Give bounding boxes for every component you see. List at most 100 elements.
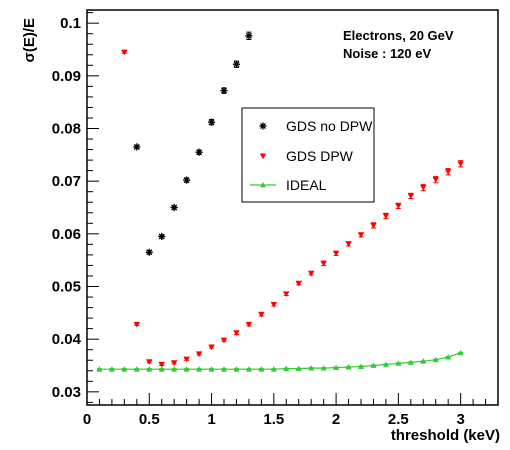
data-point-gds-dpw: [121, 49, 128, 56]
legend-marker-gds-no-dpw: [259, 122, 267, 130]
data-point-ideal: [196, 366, 203, 372]
data-point-ideal: [270, 366, 277, 372]
data-point-gds-dpw: [320, 260, 327, 267]
x-tick-label: 1.5: [263, 411, 284, 428]
data-point-gds-dpw: [170, 360, 178, 367]
data-point-gds-dpw: [220, 337, 228, 344]
data-point-ideal: [358, 363, 364, 369]
data-point-ideal: [233, 366, 240, 372]
x-tick-label: 0: [83, 411, 91, 428]
data-point-gds-no-dpw: [158, 232, 166, 241]
data-point-ideal: [333, 364, 340, 371]
y-tick-label: 0.05: [52, 279, 81, 296]
data-point-gds-dpw: [370, 222, 377, 229]
data-point-gds-no-dpw: [183, 176, 191, 184]
data-point-ideal: [121, 366, 128, 372]
data-point-gds-dpw: [395, 203, 402, 210]
data-point-ideal: [258, 366, 265, 372]
x-tick-label: 2.5: [388, 411, 409, 428]
y-axis-title: σ(E)/E: [21, 18, 38, 62]
data-point-gds-dpw: [382, 213, 390, 220]
y-tick-label: 0.09: [52, 68, 81, 85]
data-point-ideal: [420, 358, 427, 364]
data-point-gds-dpw: [270, 301, 278, 308]
data-point-gds-dpw: [332, 250, 340, 257]
data-point-ideal: [158, 366, 165, 372]
data-point-gds-no-dpw: [133, 143, 141, 151]
data-point-ideal: [382, 361, 389, 367]
legend-marker-ideal: [260, 182, 266, 188]
data-point-gds-dpw: [307, 270, 315, 277]
data-point-ideal: [445, 354, 452, 360]
data-point-ideal: [208, 366, 215, 372]
data-point-gds-no-dpw: [245, 32, 253, 40]
data-point-gds-dpw: [146, 359, 153, 366]
legend: GDS no DPW GDS DPW IDEAL: [241, 107, 375, 203]
data-point-ideal: [457, 349, 464, 356]
annotation-particle: Electrons, 20 GeV: [343, 28, 454, 43]
y-tick-label: 0.07: [52, 173, 81, 190]
data-point-gds-dpw: [345, 241, 352, 248]
data-point-gds-dpw: [208, 344, 215, 351]
data-point-ideal: [96, 366, 103, 372]
y-tick-label: 0.1: [60, 15, 81, 32]
data-point-gds-dpw: [258, 311, 265, 318]
data-point-ideal: [245, 366, 252, 372]
legend-label-ideal: IDEAL: [286, 177, 327, 193]
data-point-ideal: [133, 366, 140, 372]
series-ideal: [96, 349, 464, 372]
data-point-ideal: [108, 366, 115, 372]
data-point-gds-dpw: [432, 177, 439, 183]
data-point-gds-dpw: [133, 321, 141, 328]
axis-ticks: [86, 12, 499, 405]
series-gds-no-dpw: [133, 31, 253, 256]
data-point-gds-dpw: [183, 356, 190, 363]
data-point-ideal: [308, 365, 315, 371]
data-point-ideal: [432, 356, 439, 363]
y-tick-label: 0.03: [52, 384, 81, 401]
annotation-noise: Noise : 120 eV: [343, 46, 431, 61]
data-point-ideal: [370, 362, 377, 368]
data-point-gds-dpw: [233, 330, 240, 337]
data-point-gds-dpw: [457, 161, 464, 167]
y-tick-label: 0.08: [52, 121, 81, 138]
data-point-gds-dpw: [357, 232, 365, 239]
data-point-gds-no-dpw: [207, 118, 216, 126]
data-point-gds-dpw: [295, 280, 302, 287]
legend-markers: [250, 122, 276, 188]
data-point-ideal: [171, 366, 178, 372]
legend-label-gds-dpw: GDS DPW: [286, 148, 354, 164]
data-point-gds-no-dpw: [195, 148, 203, 156]
data-point-gds-dpw: [407, 193, 415, 200]
data-point-ideal: [295, 365, 302, 372]
data-point-ideal: [320, 365, 327, 371]
x-tick-label: 3: [456, 411, 464, 428]
y-tick-label: 0.06: [52, 226, 81, 243]
x-tick-label: 1: [207, 411, 215, 428]
data-point-ideal: [183, 366, 190, 372]
data-point-gds-dpw: [283, 291, 290, 298]
series-gds-dpw: [121, 49, 464, 368]
plot-frame: [86, 9, 499, 406]
data-point-ideal: [283, 365, 290, 372]
x-tick-label: 0.5: [139, 411, 160, 428]
data-point-ideal: [407, 359, 414, 365]
x-tick-label: 2: [332, 411, 340, 428]
x-axis-title: threshold (keV): [391, 427, 500, 444]
data-point-ideal: [221, 366, 227, 372]
legend-marker-gds-dpw: [259, 153, 267, 160]
data-point-gds-dpw: [420, 184, 427, 191]
data-marks: [96, 31, 464, 372]
data-point-gds-no-dpw: [170, 203, 178, 212]
data-point-gds-dpw: [444, 169, 452, 175]
data-point-gds-dpw: [245, 321, 253, 328]
data-point-gds-no-dpw: [145, 248, 153, 256]
data-point-ideal: [146, 366, 153, 372]
data-point-ideal: [345, 364, 352, 370]
legend-label-gds-no-dpw: GDS no DPW: [286, 118, 373, 134]
axis-tick-labels: 0 0.5 1 1.5 2 2.5 3 0.03 0.04 0.05 0.06 0.07 0.08 0.0…: [52, 15, 465, 428]
data-point-gds-dpw: [158, 361, 165, 368]
data-point-gds-no-dpw: [220, 86, 228, 95]
